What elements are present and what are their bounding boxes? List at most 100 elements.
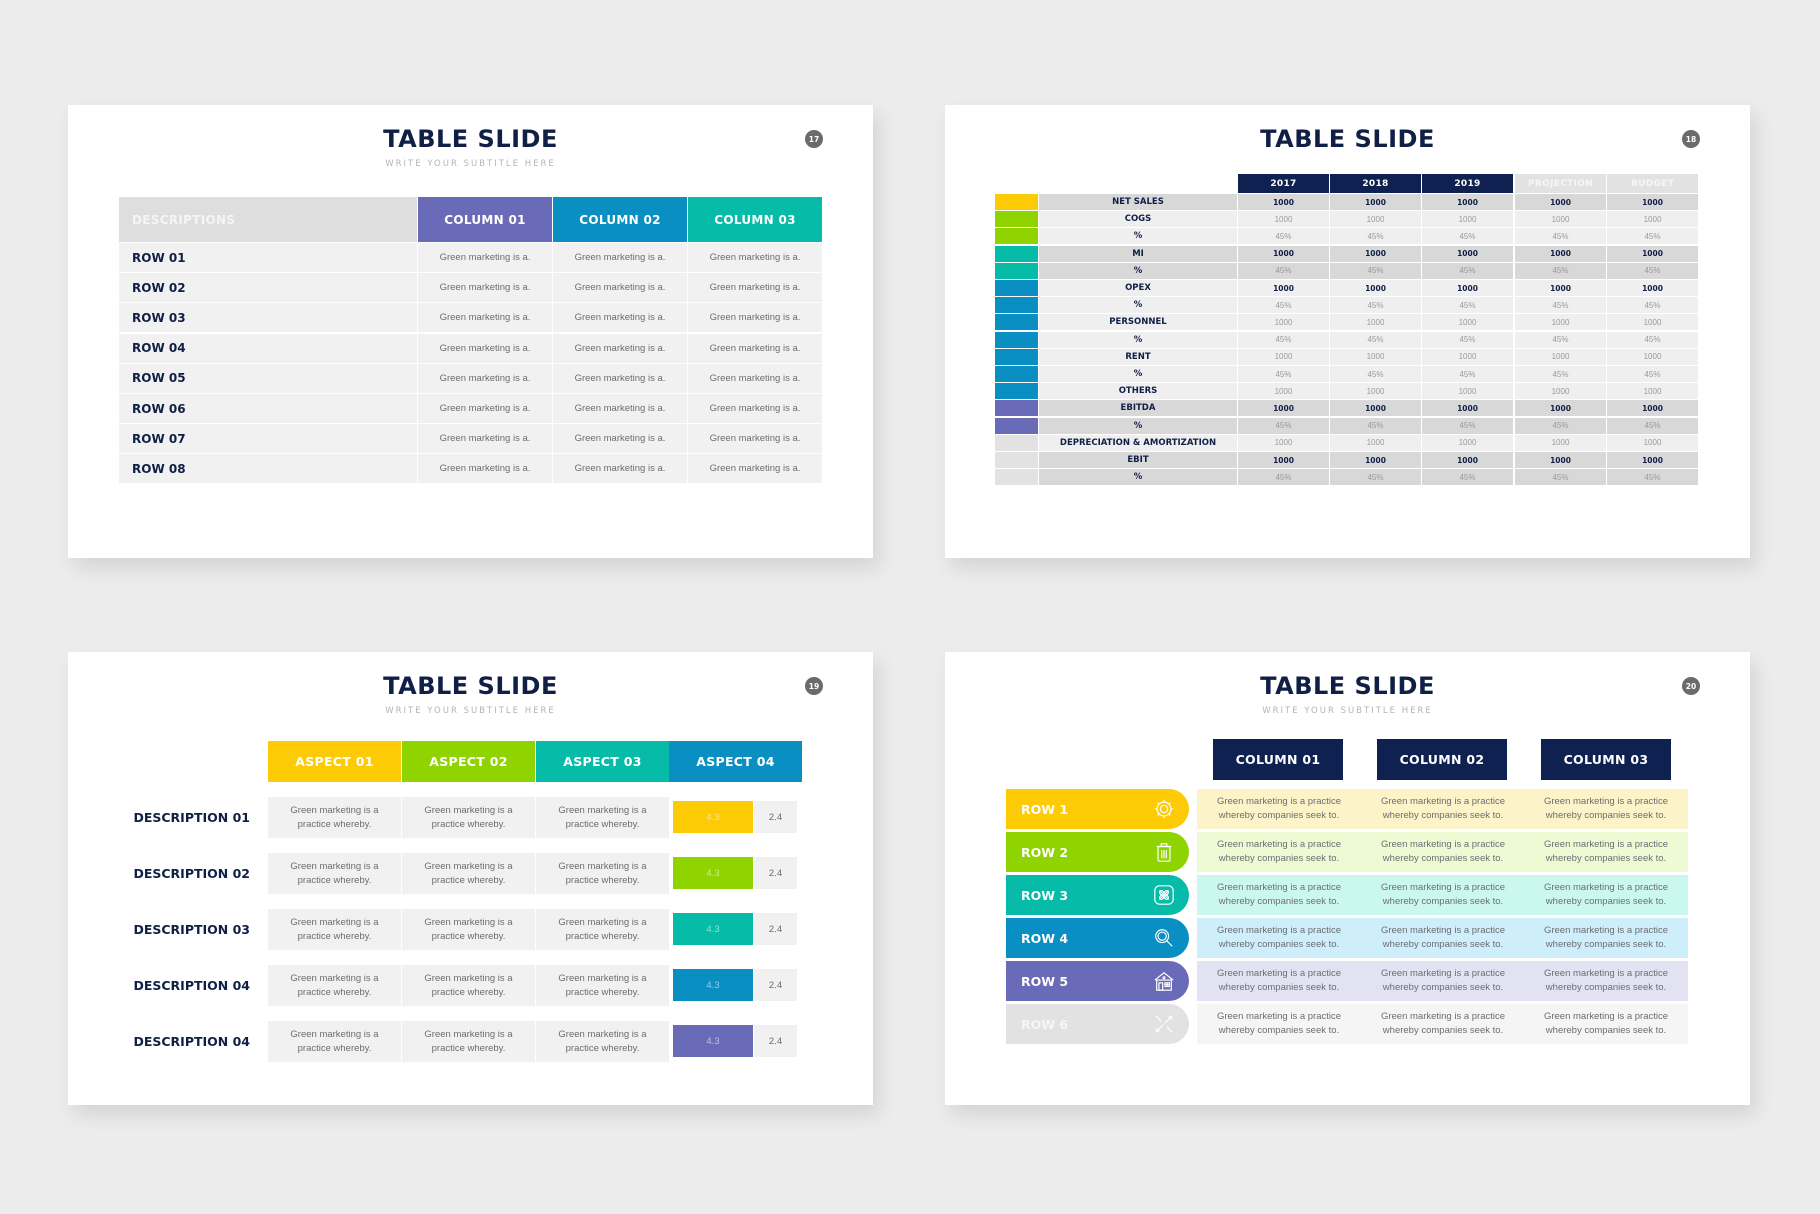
table-cell: Green marketing is a.: [553, 333, 687, 363]
table-cell: Green marketing is a practice whereby.: [402, 1021, 535, 1062]
table-cell: 1000: [1422, 245, 1513, 262]
row-band: Green marketing is a practice whereby co…: [1197, 832, 1688, 872]
bandage-icon: [1153, 884, 1175, 906]
slide-subtitle: WRITE YOUR SUBTITLE HERE: [1262, 706, 1433, 716]
slide-title: TABLE SLIDE: [383, 125, 558, 153]
table-cell: Green marketing is a.: [418, 424, 552, 454]
table-cell: Green marketing is a.: [553, 243, 687, 272]
description-label: DESCRIPTION 04: [133, 978, 250, 993]
table-cell: Green marketing is a.: [553, 424, 687, 454]
table-cell: Green marketing is a practice whereby co…: [1543, 839, 1669, 864]
value-cell: 2.4: [754, 969, 797, 1001]
table-cell: 1000: [1515, 348, 1606, 365]
table-cell: 1000: [1330, 194, 1421, 210]
row-color-marker: [995, 383, 1038, 400]
table-cell: 45%: [1422, 262, 1513, 279]
row-label: ROW 3: [1021, 887, 1069, 903]
row-label: NET SALES: [1039, 194, 1237, 210]
value-cell: 2.4: [754, 1025, 797, 1057]
value-cell: 2.4: [754, 801, 797, 833]
table-cell: 1000: [1607, 211, 1698, 228]
table-cell: 1000: [1607, 194, 1698, 210]
row-label: %: [1039, 366, 1237, 382]
table-cell: 45%: [1607, 228, 1698, 245]
table-cell: Green marketing is a.: [688, 303, 822, 333]
value-cell: 2.4: [754, 857, 797, 889]
table-cell: Green marketing is a practice whereby co…: [1543, 882, 1669, 907]
table-cell: 45%: [1515, 228, 1606, 245]
row-pill-4[interactable]: ROW 4: [1006, 918, 1189, 958]
table-cell: 45%: [1330, 228, 1421, 245]
table-cell: 1000: [1607, 452, 1698, 468]
table-cell: 1000: [1238, 400, 1329, 417]
table-cell: 1000: [1330, 348, 1421, 365]
row-color-marker: [995, 366, 1038, 382]
table-cell: 1000: [1422, 314, 1513, 331]
row-label: %: [1039, 331, 1237, 348]
column-header: COLUMN 01: [418, 197, 552, 242]
slide-18[interactable]: TABLE SLIDE 18 2017 2018 2019 PROJECTION BUD…: [945, 105, 1750, 558]
value-bar: 4.3: [673, 1025, 753, 1057]
table-cell: 45%: [1330, 331, 1421, 348]
table-cell: 1000: [1607, 434, 1698, 451]
table-cell: 45%: [1330, 297, 1421, 314]
row-label: %: [1039, 228, 1237, 245]
table-cell: 45%: [1515, 297, 1606, 314]
table-cell: Green marketing is a practice whereby co…: [1216, 839, 1342, 864]
table-cell: 1000: [1607, 348, 1698, 365]
table-cell: 1000: [1422, 383, 1513, 400]
table-cell: Green marketing is a.: [688, 454, 822, 484]
table-cell: Green marketing is a practice whereby co…: [1543, 1011, 1669, 1036]
row-pill-1[interactable]: ROW 1: [1006, 789, 1189, 829]
table-cell: 1000: [1238, 383, 1329, 400]
table-cell: 1000: [1330, 314, 1421, 331]
aspect-header: ASPECT 04: [669, 741, 802, 782]
table-cell: 45%: [1515, 469, 1606, 486]
row-label: PERSONNEL: [1039, 314, 1237, 331]
slide-20[interactable]: TABLE SLIDE WRITE YOUR SUBTITLE HERE 20 …: [945, 652, 1750, 1105]
slide-19[interactable]: TABLE SLIDE WRITE YOUR SUBTITLE HERE 19 …: [68, 652, 873, 1105]
table-cell: 1000: [1422, 194, 1513, 210]
row-pill-3[interactable]: ROW 3: [1006, 875, 1189, 915]
row-pill-6[interactable]: ROW 6: [1006, 1004, 1189, 1044]
table-cell: 1000: [1330, 452, 1421, 468]
table-cell: 45%: [1238, 417, 1329, 434]
table-cell: 1000: [1607, 400, 1698, 417]
row-color-marker: [995, 400, 1038, 417]
table-cell: 1000: [1422, 211, 1513, 228]
row-color-marker: [995, 434, 1038, 451]
slide-17[interactable]: TABLE SLIDE WRITE YOUR SUBTITLE HERE 17 …: [68, 105, 873, 558]
row-pill-2[interactable]: ROW 2: [1006, 832, 1189, 872]
table-cell: 1000: [1330, 434, 1421, 451]
table-cell: 1000: [1238, 348, 1329, 365]
value-bar: 4.3: [673, 857, 753, 889]
value-bar: 4.3: [673, 913, 753, 945]
table-cell: Green marketing is a practice whereby co…: [1380, 968, 1506, 993]
table-cell: 45%: [1515, 262, 1606, 279]
row-label: ROW 05: [119, 363, 417, 393]
table-cell: Green marketing is a practice whereby.: [402, 853, 535, 894]
table-cell: 1000: [1515, 314, 1606, 331]
table-cell: 1000: [1238, 194, 1329, 210]
table-cell: 45%: [1238, 366, 1329, 382]
row-label: ROW 02: [119, 273, 417, 303]
table-cell: 45%: [1330, 469, 1421, 486]
row-band: Green marketing is a practice whereby co…: [1197, 918, 1688, 958]
table-cell: Green marketing is a practice whereby co…: [1216, 882, 1342, 907]
table-cell: 1000: [1515, 400, 1606, 417]
table-cell: 1000: [1607, 383, 1698, 400]
table-cell: 45%: [1238, 262, 1329, 279]
year-column-header: 2019: [1422, 174, 1513, 193]
slide-title: TABLE SLIDE: [1260, 672, 1435, 700]
table-cell: 45%: [1607, 262, 1698, 279]
table-cell: 45%: [1238, 228, 1329, 245]
slide-number-badge: 19: [805, 677, 823, 695]
table-cell: 45%: [1607, 366, 1698, 382]
table-cell: 45%: [1607, 331, 1698, 348]
table-cell: 1000: [1515, 194, 1606, 210]
table-cell: 45%: [1238, 297, 1329, 314]
row-color-marker: [995, 245, 1038, 262]
row-pill-5[interactable]: ROW 5: [1006, 961, 1189, 1001]
table-cell: 1000: [1515, 245, 1606, 262]
description-label: DESCRIPTION 04: [133, 1034, 250, 1049]
